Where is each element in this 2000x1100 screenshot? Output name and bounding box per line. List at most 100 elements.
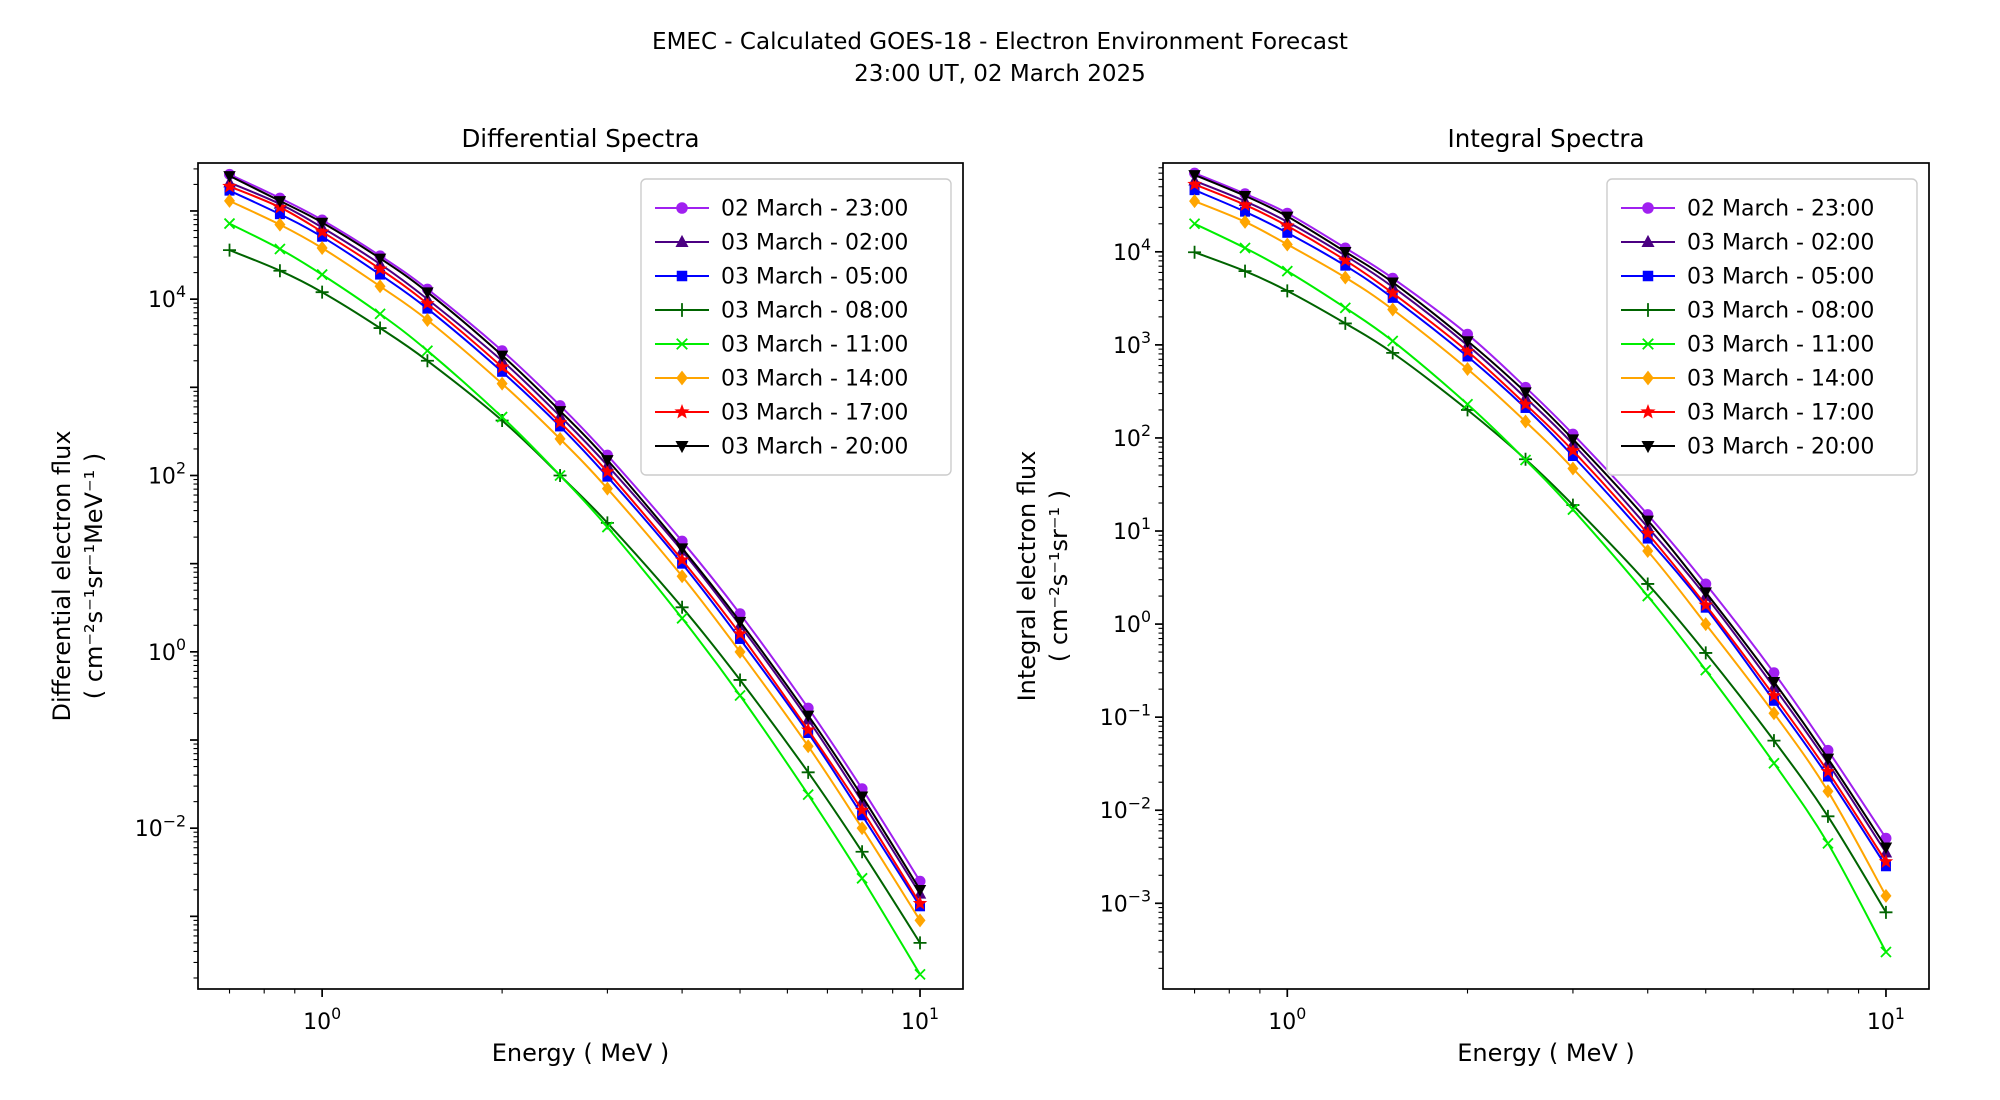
series-line [1194,179,1887,854]
series-line [229,199,921,921]
series-line [1194,183,1887,863]
legend-item: 03 March - 11:00 [1621,333,1874,358]
diamond-marker [1239,214,1251,229]
plus-marker [1879,905,1893,919]
series-line [1194,172,1887,839]
square-marker [422,303,433,314]
series-line [229,185,921,905]
y-axis-label-line2: ( cm⁻²s⁻¹sr⁻¹ ) [1045,490,1073,662]
legend: 02 March - 23:00 03 March - 02:00 03 March… [640,178,952,476]
square-marker [735,633,746,644]
subplot-title: Integral Spectra [1447,124,1644,153]
x-marker [1281,265,1293,277]
integral-spectra-chart: 10−3 10−2 10−1 100 101 102 103 104 100 101 Integra… [1013,124,1930,1067]
plus-marker [733,673,747,687]
diamond-marker [1387,302,1399,317]
plus-marker [1821,809,1835,823]
legend-label: 03 March - 02:00 [1687,231,1874,256]
triangle-down-marker [373,253,387,266]
y-tick-label: 100 [1113,607,1151,638]
series-line [1194,189,1887,867]
triangle-down-marker [801,710,815,723]
series-markers [1189,194,1892,903]
diamond-marker [914,913,926,928]
triangle-down-marker [315,217,329,230]
plus-marker [1641,577,1655,591]
circle-marker [1880,832,1892,844]
legend-item: 03 March - 05:00 [1621,265,1874,290]
y-tick-label: 10−3 [1100,886,1151,917]
diamond-marker [676,569,688,584]
triangle-down-marker [1188,170,1201,182]
legend-label: 03 March - 17:00 [1687,401,1874,426]
triangle-down-marker [273,196,287,208]
plus-marker [675,303,689,317]
triangle-down-marker [675,543,689,555]
square-marker [1462,351,1473,362]
square-marker [1189,185,1200,196]
diamond-marker [1567,461,1579,476]
star-marker [674,552,690,567]
square-marker [1642,533,1653,544]
diamond-marker [554,431,566,446]
circle-marker [1642,202,1654,214]
series-line [1194,173,1887,848]
plot-spines [1162,162,1930,990]
circle-marker [676,202,688,214]
subplot-title: Differential Spectra [461,124,699,153]
star-marker [800,722,816,737]
triangle-down-marker [1281,211,1294,224]
x-marker [1339,302,1351,314]
diamond-marker [1339,270,1351,285]
square-marker [1240,206,1251,217]
triangle-down-marker [1566,434,1580,446]
diamond-marker [224,193,236,208]
triangle-down-marker [223,171,236,183]
x-marker [1822,837,1834,850]
square-marker [602,471,613,482]
x-marker [1880,946,1892,958]
diamond-marker [734,644,746,659]
star-marker [1565,443,1581,457]
diamond-marker [1520,414,1532,429]
diamond-marker [1462,362,1474,377]
triangle-down-marker [1461,336,1474,348]
legend-box [640,178,952,476]
plus-marker [1338,316,1352,330]
star-marker [1820,764,1836,778]
triangle-down-marker [495,350,509,363]
x-marker [554,469,566,482]
y-axis-label-line2: ( cm⁻²s⁻¹sr⁻¹MeV⁻¹ ) [80,453,108,699]
x-tick-label: 100 [303,1004,341,1035]
star-marker [1640,525,1655,540]
x-marker [802,789,814,801]
axes: 10−2 100 102 104 100 101 [135,162,964,1035]
star-marker [1766,688,1782,702]
legend-item: 03 March - 02:00 [655,231,908,256]
triangle-down-marker [1641,515,1654,528]
star-marker [1640,404,1656,419]
y-axis-label-line1: Differential electron flux [48,430,76,721]
plus-marker [420,354,434,368]
legend-item: 03 March - 20:00 [1621,435,1874,460]
star-marker [732,626,748,640]
legend-label: 03 March - 17:00 [721,401,908,426]
star-marker [674,404,690,419]
square-marker [224,185,235,196]
legend-label: 03 March - 08:00 [721,299,908,324]
triangle-down-marker [1386,277,1399,290]
series-line [1194,200,1887,897]
square-marker [555,421,566,432]
star-marker [1237,197,1253,211]
x-marker [1567,503,1579,516]
x-marker [676,338,688,350]
series-markers [1188,218,1892,958]
diamond-marker [1189,194,1201,209]
triangle-down-marker [675,440,689,454]
legend-label: 03 March - 20:00 [721,435,908,460]
plus-marker [1699,646,1713,660]
diamond-marker [421,313,433,328]
plus-marker [1280,284,1294,298]
x-marker [1461,398,1474,410]
legend-label: 03 March - 05:00 [1687,265,1874,290]
